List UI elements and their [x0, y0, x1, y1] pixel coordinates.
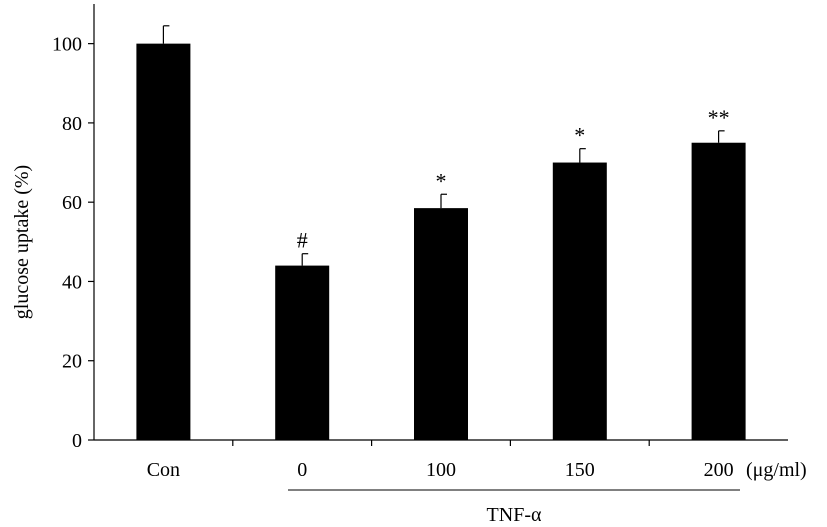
significance-mark: **	[708, 105, 730, 130]
bar-200	[691, 142, 746, 440]
bar-100	[414, 208, 468, 440]
x-axis-unit-label: (μg/ml)	[746, 459, 807, 481]
y-tick-label: 0	[72, 430, 82, 452]
significance-mark: *	[574, 123, 585, 148]
chart-bars	[136, 25, 746, 441]
x-tick-label: 200	[704, 459, 734, 481]
y-axis-title: glucose uptake (%)	[11, 165, 33, 319]
y-tick-label: 60	[62, 192, 82, 214]
bar-Con	[136, 43, 191, 441]
significance-mark: *	[436, 168, 447, 193]
bar-0	[275, 265, 330, 440]
x-tick-label: 100	[426, 459, 456, 481]
tnf-group-label: TNF-α	[487, 504, 542, 526]
chart-axes: 0 20 40 60 80 100	[52, 4, 788, 452]
x-tick-label: 150	[565, 459, 595, 481]
y-tick-label: 100	[52, 34, 82, 56]
x-tick-label: Con	[147, 459, 180, 481]
x-tick-label: 0	[297, 459, 307, 481]
y-tick-label: 80	[62, 113, 82, 135]
significance-mark: #	[297, 228, 308, 253]
y-tick-label: 40	[62, 271, 82, 293]
chart-labels: Con #0 * 100 * 150 ** 200	[147, 105, 734, 481]
bar-150	[552, 162, 607, 440]
y-tick-label: 20	[62, 351, 82, 373]
